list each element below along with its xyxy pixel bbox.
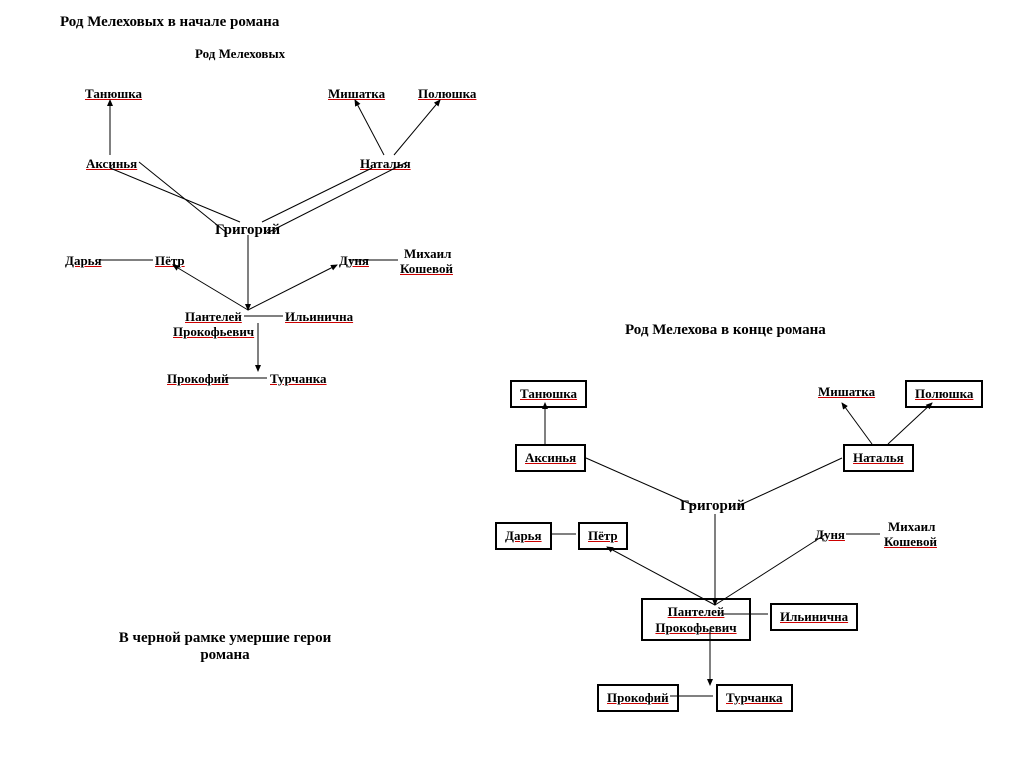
t1-mishatka: Мишатка [328,86,385,102]
t2-prokofiy: Прокофий [607,690,669,705]
t2-petr-box: Пётр [578,522,628,550]
title-tree1-sub: Род Мелеховых [195,46,285,62]
t1-mikhail1: Михаил [404,246,451,262]
t2-prokofiy-box: Прокофий [597,684,679,712]
t1-ilinichna: Ильинична [285,309,353,325]
t2-darya-box: Дарья [495,522,552,550]
t2-aksinya: Аксинья [525,450,576,465]
t1-pantelei2: Прокофьевич [173,324,254,340]
t1-tanyushka: Танюшка [85,86,142,102]
t1-mikhail2: Кошевой [400,261,453,277]
t1-prokofiy: Прокофий [167,371,229,387]
t1-darya: Дарья [65,253,102,269]
t2-petr: Пётр [588,528,618,543]
t2-natalya: Наталья [853,450,904,465]
t2-turchanka: Турчанка [726,690,783,705]
t2-tanyushka: Танюшка [520,386,577,401]
t2-natalya-box: Наталья [843,444,914,472]
title-tree2-main: Род Мелехова в конце романа [625,322,826,339]
t2-turchanka-box: Турчанка [716,684,793,712]
t1-dunya: Дуня [339,253,369,269]
title-tree1-main: Род Мелеховых в начале романа [60,14,279,31]
t2-ilinichna-box: Ильинична [770,603,858,631]
t2-polyushka: Полюшка [915,386,973,401]
t1-pantelei1: Пантелей [185,309,242,325]
t1-petr: Пётр [155,253,185,269]
t1-grigory: Григорий [215,222,280,239]
t2-darya: Дарья [505,528,542,543]
t2-aksinya-box: Аксинья [515,444,586,472]
t2-dunya: Дуня [815,527,845,543]
t2-mikhail1: Михаил [888,519,935,535]
t1-turchanka: Турчанка [270,371,327,387]
t2-pantelei: Пантелей Прокофьевич [655,604,736,635]
legend-text: В черной рамке умершие герои романа [100,630,350,664]
t2-tanyushka-box: Танюшка [510,380,587,408]
t2-mikhail2: Кошевой [884,534,937,550]
t1-natalya: Наталья [360,156,411,172]
t1-polyushka: Полюшка [418,86,476,102]
t2-polyushka-box: Полюшка [905,380,983,408]
t2-ilinichna: Ильинична [780,609,848,624]
t2-mishatka: Мишатка [818,384,875,400]
t2-grigory: Григорий [680,498,745,515]
t1-aksinya: Аксинья [86,156,137,172]
t2-pantelei-box: Пантелей Прокофьевич [641,598,751,641]
